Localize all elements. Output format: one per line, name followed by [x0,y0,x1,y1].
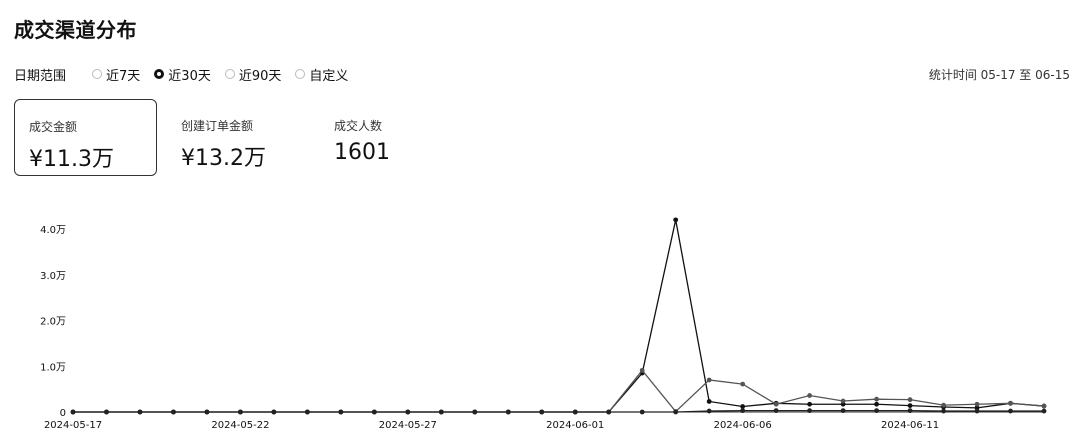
radio-icon[interactable] [224,69,235,79]
x-tick-label: 2024-06-06 [714,420,772,431]
radio-label: 近30天 [168,68,211,84]
data-point[interactable] [706,377,712,383]
data-point[interactable] [1041,408,1047,414]
data-point[interactable] [338,409,344,415]
channel-line-chart: 0 1.0万 2.0万 3.0万 4.0万 2024-05-17 2024-05-22 202… [40,217,1047,431]
data-point[interactable] [907,403,913,408]
data-point[interactable] [472,409,478,415]
data-point[interactable] [505,409,511,415]
x-tick-label: 2024-06-01 [546,420,604,431]
radio-last-7-days[interactable]: 近7天 [92,65,140,84]
data-point[interactable] [1008,408,1013,414]
data-point[interactable] [438,409,444,415]
data-point[interactable] [773,401,779,407]
data-point[interactable] [740,408,746,414]
y-tick-label: 0 [60,408,66,419]
data-point[interactable] [572,409,578,415]
data-point[interactable] [639,409,645,415]
data-point[interactable] [874,401,879,407]
data-point[interactable] [706,399,712,404]
data-point[interactable] [304,409,310,415]
data-point[interactable] [941,408,946,414]
metric-label: 成交人数 [334,119,383,133]
series-line-3 [73,409,1044,413]
data-point[interactable] [840,408,846,414]
date-range-filter: 日期范围 近7天 近30天 近90天 自定义 [14,64,362,84]
y-tick-label: 3.0万 [40,271,66,282]
data-point[interactable] [874,408,879,414]
data-point[interactable] [639,367,645,373]
page-title: 成交渠道分布 [14,18,137,42]
metric-cards: 成交金额 ¥11.3万 创建订单金额 ¥13.2万 成交人数 1601 [14,99,473,176]
radio-last-30-days[interactable]: 近30天 [154,65,211,84]
data-point[interactable] [740,404,746,409]
x-tick-label: 2024-06-11 [881,420,939,431]
radio-icon[interactable] [92,69,103,79]
date-range-label: 日期范围 [14,68,67,84]
data-point[interactable] [238,409,243,415]
data-point[interactable] [104,409,109,415]
x-tick-label: 2024-05-17 [44,420,102,431]
data-point[interactable] [974,401,980,407]
data-point[interactable] [740,381,746,387]
metric-value: ¥11.3万 [29,147,114,172]
metric-card-deal-amount[interactable]: 成交金额 ¥11.3万 [14,99,157,176]
data-point[interactable] [673,409,679,415]
data-point[interactable] [840,398,846,404]
data-point[interactable] [807,408,813,414]
data-point[interactable] [1008,400,1013,406]
stat-time-range: 统计时间 05-17 至 06-15 [928,68,1070,82]
radio-icon[interactable] [295,69,306,79]
data-point[interactable] [204,409,210,415]
data-point[interactable] [371,409,377,415]
metric-card-buyers[interactable]: 成交人数 1601 [320,99,463,176]
radio-icon[interactable] [154,69,165,79]
data-point[interactable] [171,409,176,415]
data-point[interactable] [941,402,946,408]
data-point[interactable] [874,396,879,402]
series-line-1 [73,219,1045,413]
data-point[interactable] [907,397,913,403]
data-point[interactable] [70,409,76,415]
radio-last-90-days[interactable]: 近90天 [224,65,282,84]
data-point[interactable] [807,401,813,407]
data-point[interactable] [539,409,545,415]
data-point[interactable] [807,393,813,398]
data-point[interactable] [1041,403,1047,409]
data-point[interactable] [405,409,411,415]
data-point[interactable] [137,409,143,415]
data-point[interactable] [673,217,679,223]
data-point[interactable] [773,408,779,414]
metric-label: 创建订单金额 [181,119,254,133]
y-tick-label: 4.0万 [40,225,66,236]
data-point[interactable] [606,409,612,415]
metric-value: 1601 [334,140,390,165]
y-tick-label: 1.0万 [40,362,66,373]
radio-custom[interactable]: 自定义 [295,65,348,84]
metric-card-order-amount[interactable]: 创建订单金额 ¥13.2万 [167,99,310,176]
data-point[interactable] [271,409,277,415]
radio-label: 自定义 [309,68,349,84]
metric-value: ¥13.2万 [181,146,266,171]
data-point[interactable] [907,408,913,414]
data-point[interactable] [974,408,980,414]
x-tick-label: 2024-05-27 [379,420,437,431]
x-tick-label: 2024-05-22 [211,420,269,431]
metric-label: 成交金额 [29,120,78,134]
radio-label: 近90天 [238,68,282,84]
radio-label: 近7天 [106,68,141,84]
data-point[interactable] [706,408,712,414]
y-tick-label: 2.0万 [40,317,66,328]
